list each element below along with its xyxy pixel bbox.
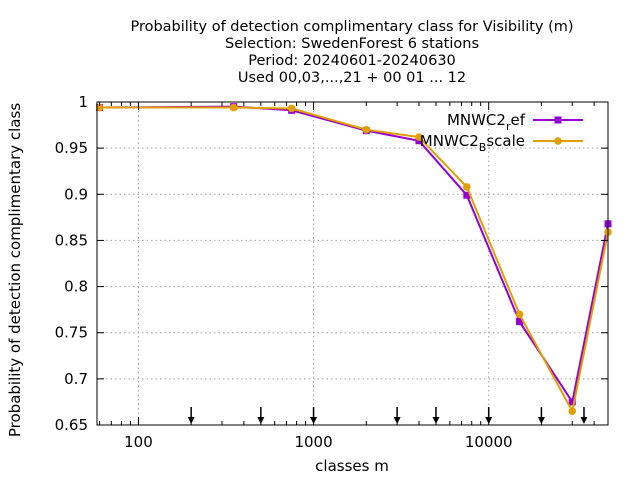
data-point	[287, 104, 296, 113]
y-tick-label: 0.8	[64, 278, 88, 296]
legend-label: MNWC2ref	[447, 111, 526, 133]
title-line-1: Probability of detection complimentary c…	[130, 19, 573, 35]
data-point	[516, 318, 524, 326]
legend-marker	[554, 116, 562, 124]
data-point	[229, 103, 238, 112]
y-tick-label: 0.75	[55, 324, 88, 342]
x-tick-label: 10000	[465, 433, 513, 451]
data-point	[568, 407, 577, 415]
data-point	[515, 310, 524, 319]
axis-ticks: 0.65 0.7 0.75 0.8 0.85 0.9 0.95 1 100 1000 10000	[55, 93, 608, 451]
y-tick-label: 0.95	[55, 139, 88, 157]
legend-item-MNWC2_ref: MNWC2ref	[447, 111, 583, 133]
series-line-MNWC2_Bscale	[99, 106, 609, 415]
title-line-4: Used 00,03,...,21 + 00 01 ... 12	[238, 70, 466, 86]
y-tick-label: 0.85	[55, 231, 88, 249]
series-line-MNWC2_ref	[99, 105, 609, 405]
title-line-3: Period: 20240601-20240630	[248, 53, 456, 69]
series-MNWC2_Bscale	[95, 103, 612, 415]
class-boundary-arrow-4	[432, 407, 440, 424]
class-boundary-arrows	[187, 407, 588, 424]
y-tick-label: 1	[78, 93, 88, 111]
data-point	[415, 133, 423, 141]
data-point	[568, 398, 576, 406]
class-boundary-arrow-7	[580, 407, 588, 424]
y-axis-label: Probability of detection complimentary c…	[6, 103, 24, 437]
legend-item-MNWC2_Bscale: MNWC2Bscale	[420, 132, 583, 154]
legend-label: MNWC2Bscale	[420, 132, 525, 154]
x-tick-label: 1000	[294, 433, 332, 451]
legend-marker	[554, 137, 562, 145]
data-point	[463, 183, 471, 191]
class-boundary-arrow-0	[187, 407, 195, 424]
y-tick-label: 0.7	[64, 370, 88, 388]
x-axis-label: classes m	[315, 457, 389, 475]
chart-title: Probability of detection complimentary c…	[130, 19, 573, 86]
data-point	[463, 191, 471, 199]
class-boundary-arrow-3	[393, 407, 401, 424]
data-point	[362, 125, 371, 134]
x-tick-label: 100	[124, 433, 153, 451]
class-boundary-arrow-6	[537, 407, 545, 424]
plot-series	[95, 103, 612, 415]
y-tick-label: 0.9	[64, 185, 88, 203]
title-line-2: Selection: SwedenForest 6 stations	[225, 36, 479, 52]
y-tick-label: 0.65	[55, 416, 88, 434]
class-boundary-arrow-1	[257, 407, 265, 424]
plot-frame	[96, 101, 609, 426]
data-point	[95, 103, 104, 112]
grid	[97, 101, 608, 426]
